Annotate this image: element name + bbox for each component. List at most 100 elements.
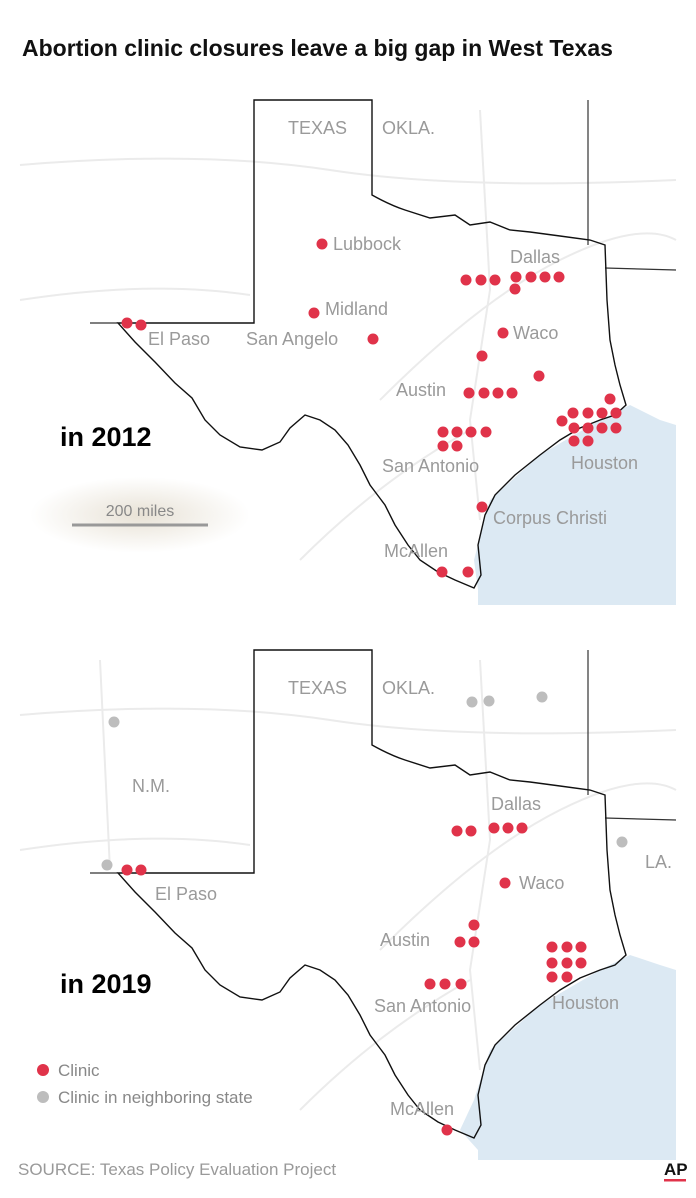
place: Corpus Christi [493, 508, 607, 528]
clinic-dot [616, 836, 628, 848]
place: Dallas [491, 794, 541, 814]
clinic-dot [497, 327, 509, 339]
clinic-dot [539, 271, 551, 283]
clinic-dot [510, 271, 522, 283]
clinic-dot [568, 435, 580, 447]
place: Lubbock [333, 234, 402, 254]
place: San Antonio [374, 996, 471, 1016]
legend-swatch [37, 1091, 49, 1103]
clinic-dot [568, 422, 580, 434]
year-label: in 2012 [60, 422, 152, 452]
place: OKLA. [382, 678, 435, 698]
gulf [460, 955, 676, 1160]
clinic-dot [610, 407, 622, 419]
clinic-dot [460, 274, 472, 286]
place: TEXAS [288, 678, 347, 698]
clinic-dot [567, 407, 579, 419]
year-label: in 2019 [60, 969, 152, 999]
clinic-dot [451, 426, 463, 438]
clinic-dot [525, 271, 537, 283]
clinic-dot [582, 422, 594, 434]
logo-underline [664, 1179, 686, 1182]
clinic-dot [596, 407, 608, 419]
clinic-dot [316, 238, 328, 250]
clinic-dot [561, 971, 573, 983]
clinic-dot [546, 957, 558, 969]
clinic-dot [502, 822, 514, 834]
gulf [474, 405, 676, 605]
clinic-dot [462, 566, 474, 578]
clinic-dot [546, 971, 558, 983]
legend-label: Clinic in neighboring state [58, 1088, 253, 1107]
title: Abortion clinic closures leave a big gap… [22, 35, 613, 61]
clinic-dot [424, 978, 436, 990]
place: Waco [513, 323, 558, 343]
clinic-dot [488, 822, 500, 834]
clinic-dot [575, 941, 587, 953]
place: N.M. [132, 776, 170, 796]
place: Dallas [510, 247, 560, 267]
place: TEXAS [288, 118, 347, 138]
place: Austin [396, 380, 446, 400]
clinic-dot [536, 691, 548, 703]
clinic-dot [475, 274, 487, 286]
clinic-dot [546, 941, 558, 953]
clinic-dot [108, 716, 120, 728]
clinic-dot [451, 825, 463, 837]
clinic-dot [465, 825, 477, 837]
map-2019: TEXAS OKLA. N.M. Dallas LA. El Paso Waco… [19, 649, 677, 1160]
place: McAllen [390, 1099, 454, 1119]
source: SOURCE: Texas Policy Evaluation Project [18, 1160, 336, 1179]
roads [19, 659, 677, 1111]
clinic-dot [509, 283, 521, 295]
place: OKLA. [382, 118, 435, 138]
clinic-dot [441, 1124, 453, 1136]
map-2012: TEXAS OKLA. Lubbock Dallas Midland El Pa… [19, 99, 677, 605]
clinic-dot [499, 877, 511, 889]
clinic-dot [135, 864, 147, 876]
clinic-dot [561, 941, 573, 953]
clinic-dot [463, 387, 475, 399]
roads [19, 109, 677, 561]
clinic-dot [506, 387, 518, 399]
clinic-dot [437, 426, 449, 438]
place: Midland [325, 299, 388, 319]
clinic-dot [466, 696, 478, 708]
clinic-dot [436, 566, 448, 578]
place: LA. [645, 852, 672, 872]
clinic-dot [476, 501, 488, 513]
place: San Angelo [246, 329, 338, 349]
place: San Antonio [382, 456, 479, 476]
place: Waco [519, 873, 564, 893]
clinic-dot [454, 936, 466, 948]
clinic-dot [101, 859, 113, 871]
border [90, 650, 677, 874]
logo: AP [664, 1160, 688, 1179]
clinic-dot [596, 422, 608, 434]
clinic-dot [582, 407, 594, 419]
clinic-dot [121, 317, 133, 329]
clinic-dot [483, 695, 495, 707]
clinic-dot [439, 978, 451, 990]
place: McAllen [384, 541, 448, 561]
place: El Paso [155, 884, 217, 904]
clinic-dot [582, 435, 594, 447]
clinic-dot [437, 440, 449, 452]
clinic-dot [556, 415, 568, 427]
clinic-dot [468, 919, 480, 931]
clinics [121, 238, 622, 578]
legend-swatch [37, 1064, 49, 1076]
place: El Paso [148, 329, 210, 349]
border [90, 100, 677, 324]
clinic-dot [561, 957, 573, 969]
clinic-dot [516, 822, 528, 834]
clinic-dot [492, 387, 504, 399]
scale-halo [30, 477, 250, 553]
place: Austin [380, 930, 430, 950]
clinics [101, 691, 628, 1136]
clinic-dot [476, 350, 488, 362]
clinic-dot [468, 936, 480, 948]
place: Houston [571, 453, 638, 473]
clinic-dot [553, 271, 565, 283]
